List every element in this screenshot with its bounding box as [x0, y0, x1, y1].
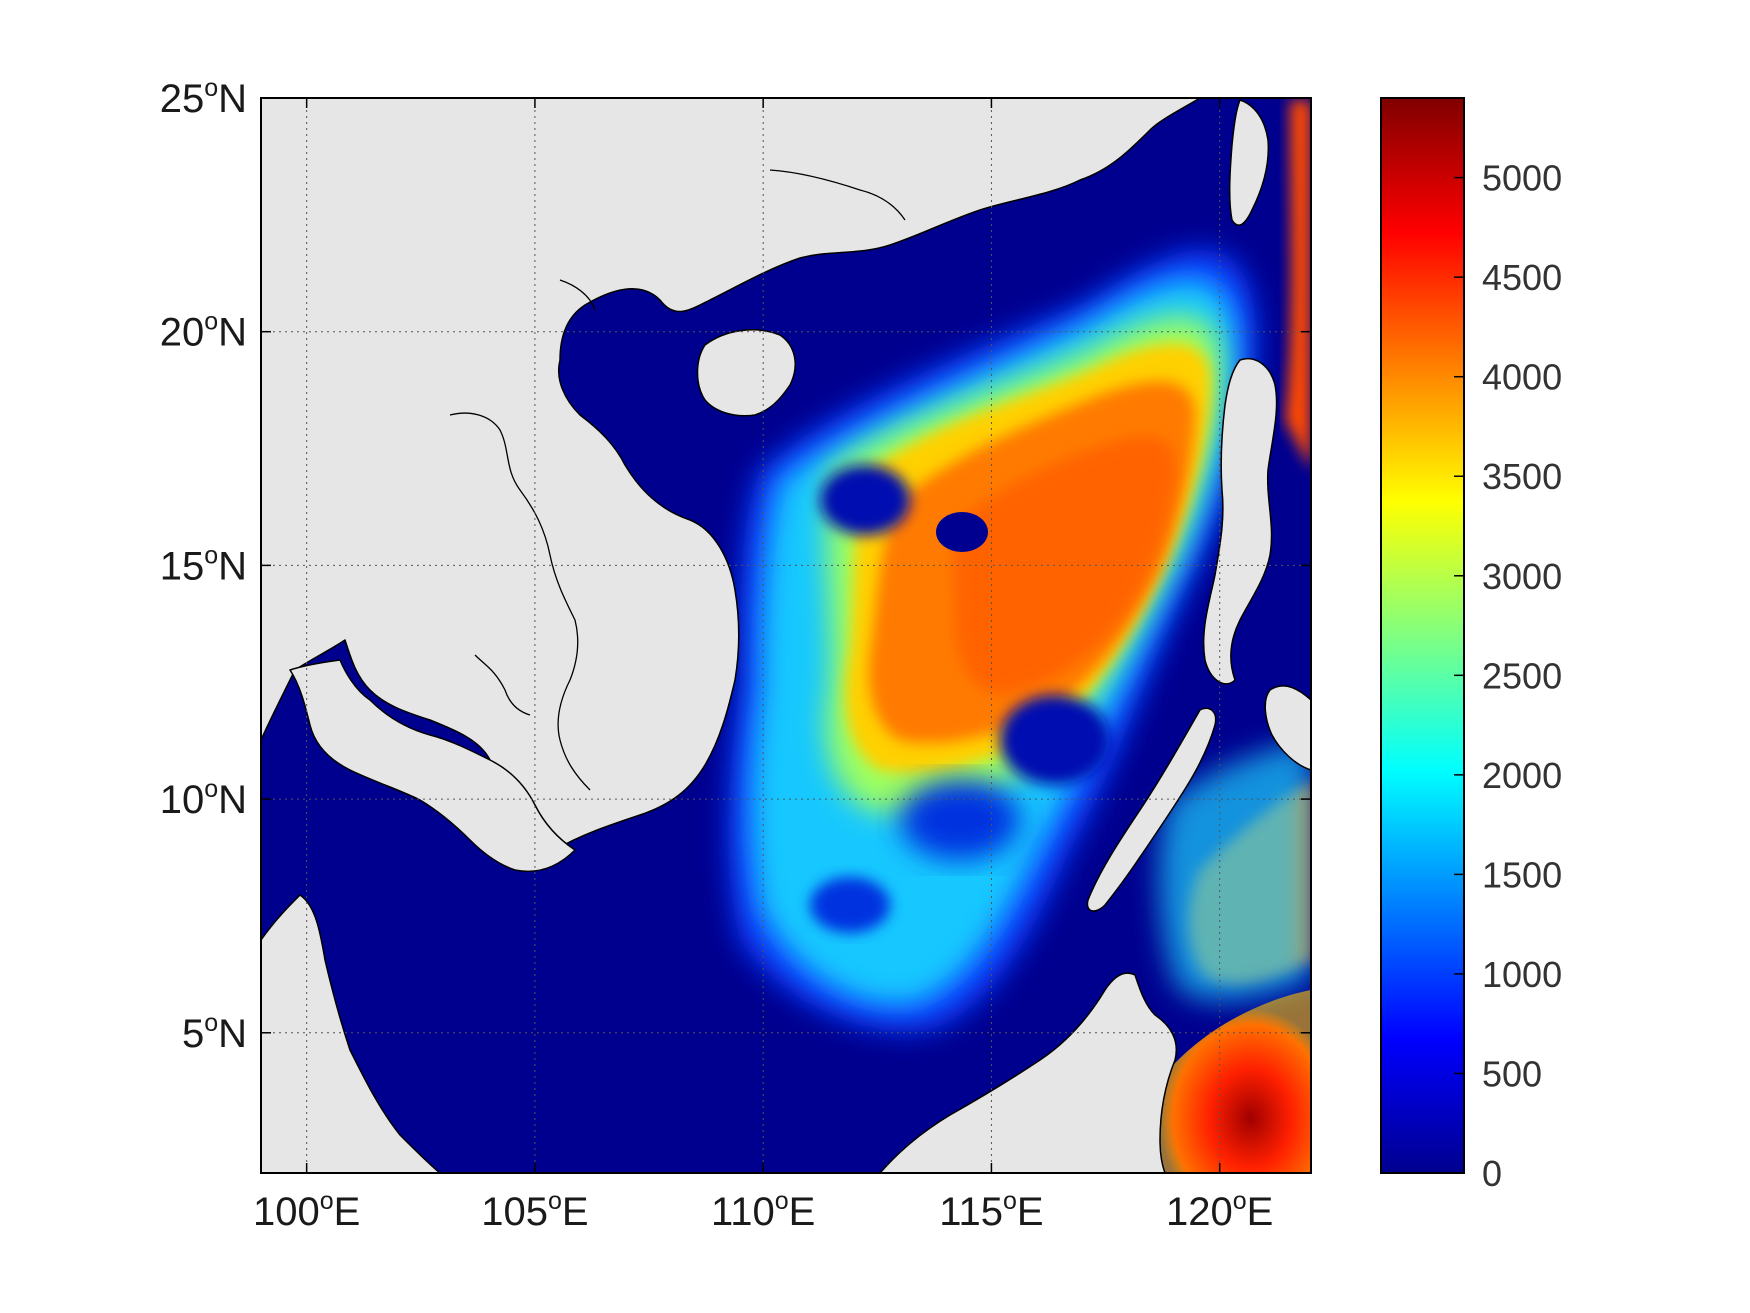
y-tick-degree: o	[204, 74, 218, 102]
land-mainland-asia	[261, 98, 1201, 854]
y-tick-label: 20oN	[160, 308, 247, 355]
x-tick-degree: o	[548, 1187, 562, 1215]
y-tick-label: 15oN	[160, 541, 247, 588]
land-borneo	[879, 972, 1177, 1173]
x-tick-number: 110	[711, 1190, 775, 1234]
x-tick-number: 120	[1166, 1190, 1233, 1234]
depth-colorbar: 0 500 1000 1500 2000 2500 3000 3500 4000 4500 5000	[1380, 97, 1562, 1194]
land-taiwan	[1228, 99, 1270, 226]
colorbar-tick-label: 5000	[1482, 158, 1562, 199]
colorbar-tick-label: 4000	[1482, 357, 1562, 398]
land-visayas	[1264, 685, 1311, 771]
y-tick-hemisphere: N	[218, 778, 247, 822]
y-tick-label: 5oN	[182, 1009, 247, 1056]
y-tick-hemisphere: N	[218, 1012, 247, 1056]
depth-field-east	[1159, 100, 1311, 1173]
y-tick-number: 5	[182, 1012, 204, 1056]
x-tick-degree: o	[1233, 1187, 1247, 1215]
map-plot-area	[261, 98, 1311, 1173]
x-tick-hemisphere: E	[562, 1190, 589, 1234]
x-tick-number: 100	[253, 1190, 320, 1234]
colorbar-tick-label: 1000	[1482, 954, 1562, 995]
y-tick-degree: o	[204, 541, 218, 569]
graticule	[261, 98, 1311, 1173]
y-tick-hemisphere: N	[218, 544, 247, 588]
map-frame	[260, 97, 1312, 1174]
depth-field-south-china-sea	[728, 249, 1257, 1032]
land-luzon	[1202, 358, 1278, 685]
x-tick-hemisphere: E	[334, 1190, 361, 1234]
x-tick-number: 105	[481, 1190, 548, 1234]
y-tick-number: 15	[160, 544, 205, 588]
y-tick-number: 10	[160, 778, 205, 822]
y-tick-hemisphere: N	[218, 311, 247, 355]
land-cambodia-vietnam-south	[289, 659, 576, 872]
colorbar-tick-label: 2500	[1482, 655, 1562, 696]
y-tick-label: 25oN	[160, 74, 247, 121]
colorbar-tick-label: 500	[1482, 1053, 1542, 1094]
colorbar-tick-label: 0	[1482, 1153, 1502, 1194]
x-tick-label: 105oE	[481, 1187, 588, 1234]
y-tick-degree: o	[204, 1009, 218, 1037]
y-tick-degree: o	[204, 308, 218, 336]
y-tick-number: 25	[160, 77, 205, 121]
x-tick-hemisphere: E	[1247, 1190, 1274, 1234]
x-tick-hemisphere: E	[789, 1190, 816, 1234]
x-tick-label: 115oE	[939, 1187, 1043, 1234]
y-tick-label: 10oN	[160, 775, 247, 822]
colorbar-tick-label: 1500	[1482, 854, 1562, 895]
land-masses	[261, 98, 1311, 1173]
colorbar-ramp	[1380, 97, 1465, 1174]
x-tick-degree: o	[1003, 1187, 1017, 1215]
rivers	[449, 169, 906, 791]
y-tick-degree: o	[204, 775, 218, 803]
x-tick-label: 100oE	[253, 1187, 360, 1234]
x-tick-hemisphere: E	[1017, 1190, 1044, 1234]
colorbar-tick-label: 3500	[1482, 456, 1562, 497]
colorbar-tick-label: 2000	[1482, 755, 1562, 796]
x-tick-label: 110oE	[711, 1187, 815, 1234]
land-hainan	[696, 329, 796, 417]
x-tick-degree: o	[320, 1187, 334, 1215]
y-tick-hemisphere: N	[218, 77, 247, 121]
x-tick-number: 115	[939, 1190, 1003, 1234]
longitude-axis: 100oE 105oE 110oE 115oE 120oE	[253, 98, 1273, 1234]
x-tick-label: 120oE	[1166, 1187, 1273, 1234]
colorbar-tick-label: 3000	[1482, 556, 1562, 597]
x-tick-degree: o	[775, 1187, 789, 1215]
land-thai-malay-peninsula	[261, 894, 441, 1173]
land-palawan	[1086, 707, 1217, 912]
colorbar-ticks: 0 500 1000 1500 2000 2500 3000 3500 4000 4500 5000	[1454, 158, 1562, 1194]
y-tick-number: 20	[160, 311, 205, 355]
colorbar-tick-label: 4500	[1482, 257, 1562, 298]
